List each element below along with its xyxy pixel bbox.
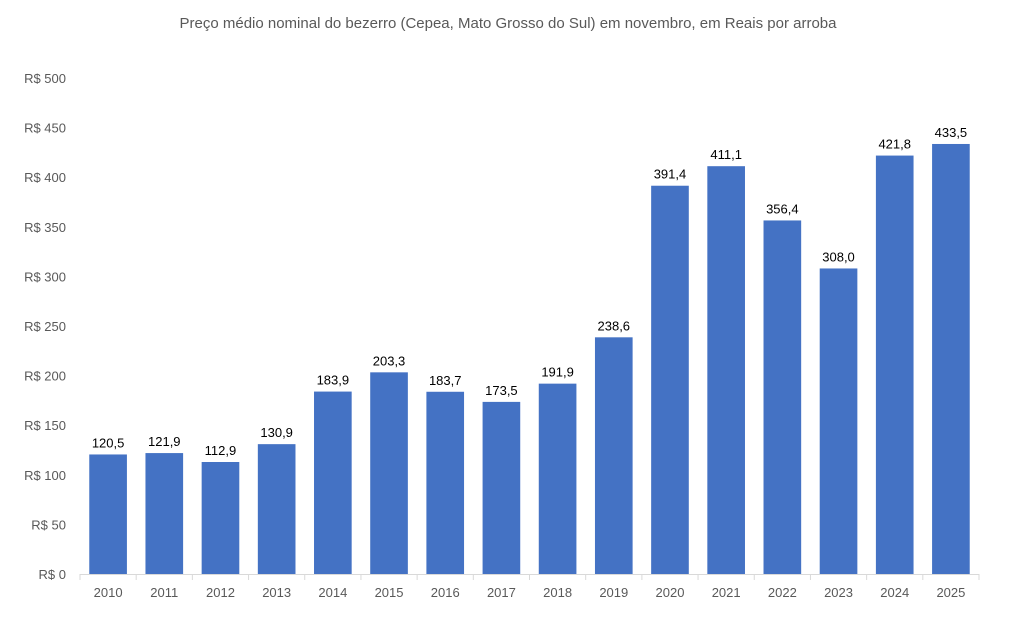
data-label: 421,8: [878, 137, 911, 152]
y-tick-label: R$ 250: [24, 319, 66, 334]
y-axis: R$ 0 R$ 50 R$ 100 R$ 150 R$ 200 R$ 250 R$ 300 R…: [24, 71, 66, 582]
x-axis: 2010 2011 2012 2013 2014 2015 2016 2017 2018 2019…: [79, 574, 980, 600]
data-label: 308,0: [822, 249, 855, 264]
x-tick-label: 2018: [543, 585, 572, 600]
y-tick-label: R$ 150: [24, 418, 66, 433]
data-label: 121,9: [148, 434, 181, 449]
data-label: 203,3: [373, 353, 406, 368]
bar-2022: [763, 220, 802, 574]
bar-2015: [370, 372, 408, 574]
x-tick-label: 2020: [656, 585, 685, 600]
x-tick-label: 2023: [824, 585, 853, 600]
data-label: 238,6: [598, 318, 631, 333]
y-tick-label: R$ 300: [24, 269, 66, 284]
x-tick-label: 2017: [487, 585, 516, 600]
data-label: 120,5: [92, 435, 125, 450]
y-tick-label: R$ 50: [31, 517, 66, 532]
bar-2010: [89, 454, 127, 574]
x-tick-label: 2013: [262, 585, 291, 600]
bar-2021: [707, 166, 745, 574]
bar-2013: [257, 444, 296, 574]
chart-title: Preço médio nominal do bezerro (Cepea, M…: [180, 15, 838, 32]
bar-2011: [145, 453, 184, 574]
data-label: 391,4: [654, 167, 687, 182]
data-label: 433,5: [935, 125, 968, 140]
x-tick-label: 2011: [150, 585, 178, 600]
x-tick-label: 2024: [880, 585, 909, 600]
y-tick-label: R$ 350: [24, 220, 66, 235]
bar-2017: [482, 401, 521, 574]
y-tick-label: R$ 200: [24, 369, 66, 384]
bar-2023: [819, 268, 858, 574]
x-tick-label: 2015: [375, 585, 404, 600]
data-label: 130,9: [260, 425, 293, 440]
bar-2019: [594, 337, 633, 574]
data-label: 173,5: [485, 383, 518, 398]
x-tick-label: 2022: [768, 585, 797, 600]
data-label: 191,9: [541, 365, 574, 380]
bar-2014: [314, 391, 352, 574]
x-tick-label: 2016: [431, 585, 460, 600]
y-tick-label: R$ 0: [39, 567, 66, 582]
x-tick-label: 2010: [94, 585, 123, 600]
bar-2025: [932, 143, 970, 574]
x-tick-label: 2021: [712, 585, 741, 600]
bar-2016: [426, 391, 465, 574]
y-tick-label: R$ 400: [24, 170, 66, 185]
data-label: 411,1: [710, 147, 742, 162]
y-tick-label: R$ 100: [24, 468, 66, 483]
bar-2012: [201, 462, 240, 574]
x-tick-label: 2014: [318, 585, 347, 600]
bar-2024: [875, 155, 914, 574]
y-tick-label: R$ 450: [24, 121, 66, 136]
x-tick-label: 2019: [599, 585, 628, 600]
bars: 120,5 121,9 112,9 130,9 183,9 203,3 183,7 173,5…: [89, 125, 970, 575]
data-label: 183,9: [317, 373, 350, 388]
data-label: 356,4: [766, 201, 799, 216]
bar-2018: [538, 383, 577, 574]
x-tick-label: 2025: [936, 585, 965, 600]
data-label: 112,9: [205, 443, 237, 458]
data-label: 183,7: [429, 373, 462, 388]
x-tick-label: 2012: [206, 585, 235, 600]
y-tick-label: R$ 500: [24, 71, 66, 86]
bar-2020: [651, 185, 689, 575]
